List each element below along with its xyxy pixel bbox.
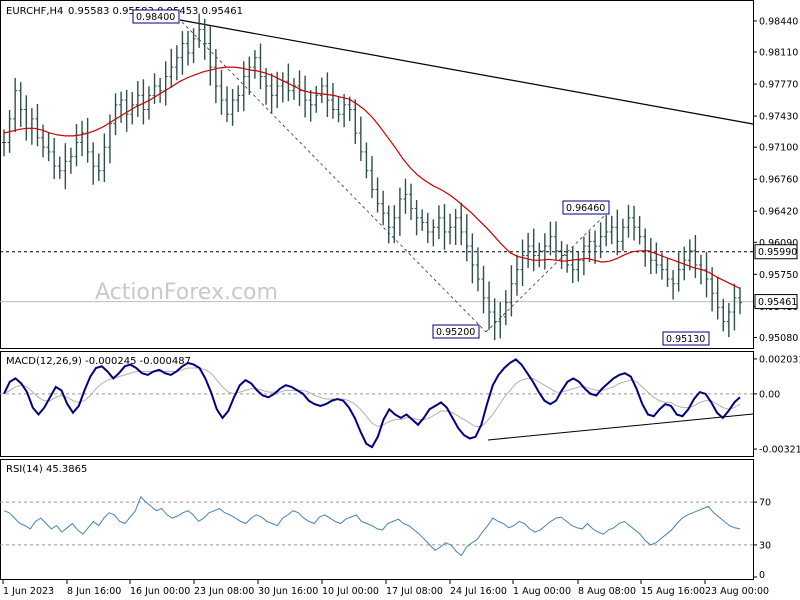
x-tick-label: 30 Jun 16:00 — [258, 586, 318, 597]
moving-average-line — [3, 66, 741, 290]
price-y-tick-label: 0.96420 — [759, 207, 798, 218]
resistance-trendline — [179, 19, 754, 125]
rsi-line — [3, 495, 741, 557]
price-panel-frame — [0, 0, 754, 349]
price-annotation-label: 0.98400 — [136, 12, 175, 23]
price-y-tick-label: 0.98110 — [759, 48, 798, 59]
price-y-tick-label: 0.97100 — [759, 143, 798, 154]
x-tick-label: 1 Jun 2023 — [3, 586, 54, 597]
price-annotation-box — [662, 331, 710, 346]
rsi-y-tick-label: 0 — [759, 570, 765, 581]
macd-y-ticks: 0.002031 0.00 -0.003214 — [753, 354, 800, 456]
instrument-label: EURCHF,H4 — [6, 6, 63, 17]
macd-line — [3, 358, 741, 449]
reference-level-badge-box — [754, 244, 798, 260]
price-y-tick-label: 0.96760 — [759, 175, 798, 186]
price-annotation-label: 0.96460 — [566, 203, 605, 214]
rsi-panel: RSI(14) 45.3865 70 30 0 — [0, 459, 771, 581]
price-annotations: 0.98400 0.95200 0.96460 0.95130 — [132, 9, 710, 346]
macd-y-tick-label: -0.003214 — [759, 445, 800, 456]
x-tick-label: 24 Jul 16:00 — [450, 586, 507, 597]
rsi-y-tick-label: 70 — [759, 498, 771, 509]
price-y-tick-label: 0.98440 — [759, 16, 798, 27]
fib-up-line — [485, 211, 609, 333]
price-annotation-box — [132, 9, 180, 24]
x-axis: 1 Jun 2023 8 Jun 16:00 16 Jun 00:00 23 Jun … — [2, 580, 769, 597]
x-tick-label: 1 Aug 00:00 — [513, 586, 571, 597]
price-annotation-box — [432, 324, 480, 339]
x-tick-label: 16 Jun 00:00 — [130, 586, 190, 597]
price-y-ticks: 0.98440 0.98110 0.97770 0.97430 0.97100 0.967… — [753, 16, 798, 344]
rsi-y-ticks: 70 30 0 — [753, 498, 771, 581]
x-tick-label: 8 Jun 16:00 — [67, 586, 121, 597]
macd-label: MACD(12,26,9) -0.000245 -0.000487 — [6, 356, 191, 367]
price-panel: EURCHF,H4 0.95583 0.95583 0.95453 0.9546… — [0, 0, 798, 349]
rsi-label: RSI(14) 45.3865 — [6, 464, 87, 475]
x-tick-label: 17 Jul 08:00 — [386, 586, 443, 597]
price-annotation-label: 0.95200 — [436, 327, 475, 338]
price-y-tick-label: 0.95750 — [759, 270, 798, 281]
macd-signal-line — [3, 367, 741, 428]
price-y-tick-label: 0.95080 — [759, 333, 798, 344]
macd-panel: MACD(12,26,9) -0.000245 -0.000487 0.0020… — [0, 351, 800, 457]
current-price-badge: 0.95461 — [758, 297, 797, 308]
x-tick-label: 23 Jun 08:00 — [194, 586, 254, 597]
price-y-tick-label: 0.97430 — [759, 112, 798, 123]
fib-down-line — [181, 21, 487, 333]
reference-level-badge: 0.95990 — [758, 247, 797, 258]
rsi-y-tick-label: 30 — [759, 540, 771, 551]
macd-panel-frame — [0, 351, 754, 457]
price-y-tick-label: 0.97770 — [759, 80, 798, 91]
x-tick-label: 23 Aug 00:00 — [705, 586, 769, 597]
watermark-text: ActionForex.com — [95, 280, 278, 305]
price-badges: 0.95990 0.95461 — [754, 244, 798, 310]
macd-y-tick-label: 0.002031 — [759, 354, 800, 365]
price-annotation-label: 0.95130 — [666, 334, 705, 345]
price-y-tick-label: 0.96090 — [759, 238, 798, 249]
current-price-badge-box — [754, 294, 798, 310]
x-tick-label: 15 Aug 16:00 — [641, 586, 705, 597]
rsi-panel-frame — [0, 459, 754, 580]
price-annotation-box — [562, 200, 610, 215]
macd-y-tick-label: 0.00 — [759, 389, 780, 400]
x-tick-label: 8 Aug 08:00 — [578, 586, 636, 597]
x-tick-label: 10 Jul 00:00 — [322, 586, 379, 597]
macd-support-trendline — [487, 413, 754, 441]
